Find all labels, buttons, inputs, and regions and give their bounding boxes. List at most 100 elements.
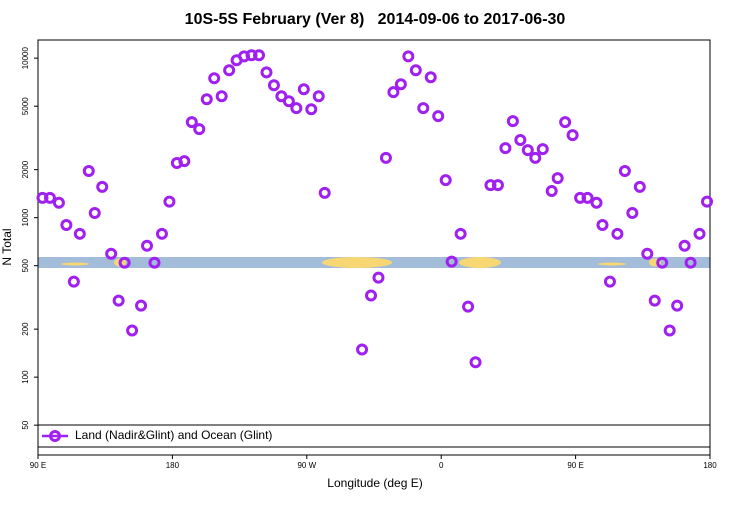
point — [215, 90, 228, 103]
land — [61, 262, 89, 266]
point — [43, 191, 56, 204]
point — [312, 90, 325, 103]
point — [141, 239, 154, 252]
land — [598, 262, 626, 266]
point — [245, 49, 258, 62]
chart-title: 10S-5S February (Ver 8) 2014-09-06 to 20… — [185, 11, 566, 28]
point — [454, 227, 467, 240]
point — [432, 110, 445, 123]
point — [223, 64, 236, 77]
point — [260, 66, 273, 79]
y-tick-label: 100 — [21, 370, 30, 384]
point — [305, 103, 318, 116]
point — [118, 256, 131, 269]
point — [185, 116, 198, 129]
point — [253, 49, 266, 62]
land — [322, 257, 392, 268]
point — [424, 71, 437, 84]
point — [126, 324, 139, 337]
x-tick-label: 90 E — [30, 461, 46, 470]
point — [514, 133, 527, 146]
point — [200, 93, 213, 106]
point — [135, 299, 148, 312]
point — [445, 255, 458, 268]
point — [566, 129, 579, 142]
point — [73, 227, 86, 240]
x-tick-label: 0 — [439, 461, 444, 470]
point — [626, 206, 639, 219]
point — [536, 143, 549, 156]
point — [545, 184, 558, 197]
point — [656, 256, 669, 269]
x-tick-label: 180 — [703, 461, 717, 470]
point — [112, 294, 125, 307]
point — [387, 86, 400, 99]
point — [663, 324, 676, 337]
legend: Land (Nadir&Glint) and Ocean (Glint) — [37, 424, 711, 448]
x-tick-label: 90 W — [297, 461, 316, 470]
y-tick-label: 2000 — [21, 160, 30, 178]
y-tick-label: 50 — [21, 420, 30, 429]
point — [60, 218, 73, 231]
point — [36, 191, 49, 204]
point — [282, 95, 295, 108]
point — [641, 247, 654, 260]
point — [693, 227, 706, 240]
point — [462, 300, 475, 313]
point — [590, 196, 603, 209]
point — [551, 172, 564, 185]
point — [603, 275, 616, 288]
point — [67, 275, 80, 288]
point — [417, 102, 430, 115]
point — [88, 206, 101, 219]
y-tick-label: 200 — [21, 322, 30, 336]
point — [469, 356, 482, 369]
point — [409, 64, 422, 77]
point — [163, 195, 176, 208]
point — [365, 289, 378, 302]
point — [297, 83, 310, 96]
point — [379, 151, 392, 164]
point — [52, 196, 65, 209]
point — [96, 180, 109, 193]
point — [596, 218, 609, 231]
point — [105, 247, 118, 260]
point — [671, 299, 684, 312]
point — [581, 191, 594, 204]
legend-box — [37, 424, 711, 448]
point — [439, 174, 452, 187]
point — [648, 294, 661, 307]
point — [633, 180, 646, 193]
point — [82, 165, 95, 178]
y-tick-label: 5000 — [21, 97, 30, 115]
point — [701, 195, 714, 208]
x-tick-label: 90 E — [567, 461, 583, 470]
y-tick-label: 500 — [21, 258, 30, 272]
point — [155, 227, 168, 240]
point — [193, 123, 206, 136]
point — [372, 271, 385, 284]
point — [559, 116, 572, 129]
x-axis-label: Longitude (deg E) — [327, 476, 422, 490]
point — [394, 78, 407, 91]
point — [491, 179, 504, 192]
point — [148, 256, 161, 269]
land — [459, 257, 501, 268]
point — [178, 155, 191, 168]
point — [529, 151, 542, 164]
point — [684, 256, 697, 269]
plot-frame — [37, 39, 711, 456]
point — [499, 142, 512, 155]
point — [574, 191, 587, 204]
point — [290, 102, 303, 115]
legend-label: Land (Nadir&Glint) and Ocean (Glint) — [75, 428, 272, 442]
point — [402, 50, 415, 63]
y-tick-label: 10000 — [21, 47, 30, 70]
point — [506, 115, 519, 128]
point — [356, 343, 369, 356]
legend-marker — [49, 430, 61, 442]
y-tick-label: 1000 — [21, 208, 30, 226]
point — [318, 186, 331, 199]
